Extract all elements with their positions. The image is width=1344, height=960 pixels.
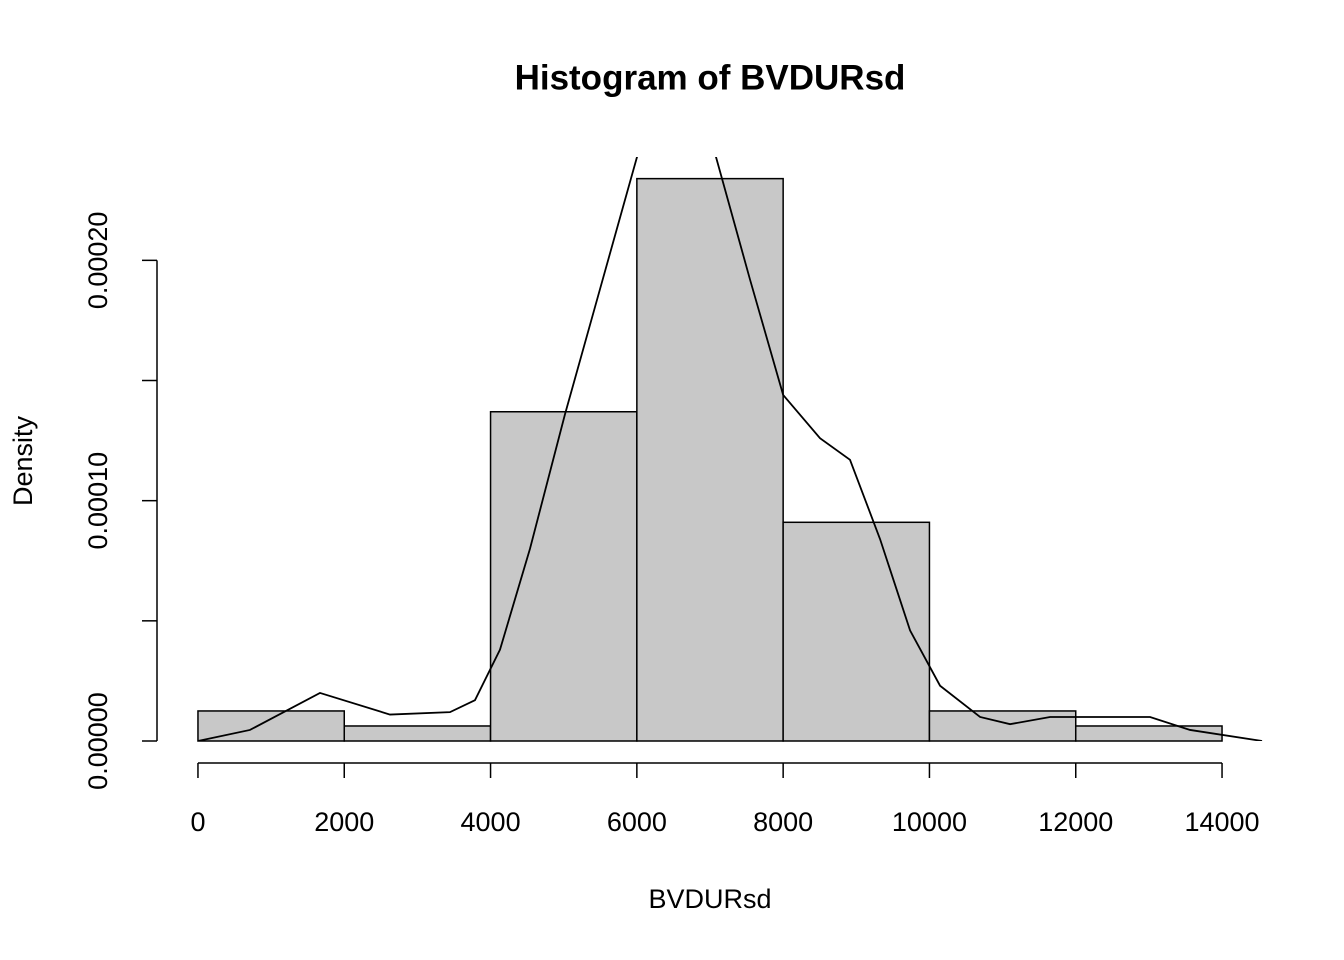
y-tick-label: 0.00020: [83, 212, 113, 310]
x-tick-label: 6000: [607, 807, 667, 837]
x-tick-label: 10000: [892, 807, 967, 837]
bar: [1074, 725, 1223, 742]
bar: [343, 725, 492, 742]
y-tick-label: 0.00000: [83, 692, 113, 790]
bar: [489, 410, 638, 742]
bar: [928, 710, 1077, 742]
x-tick-label: 14000: [1184, 807, 1259, 837]
bar: [782, 521, 931, 742]
x-tick-label: 0: [190, 807, 205, 837]
x-tick-label: 4000: [461, 807, 521, 837]
x-axis-label: BVDURsd: [648, 884, 771, 914]
chart-title: Histogram of BVDURsd: [515, 58, 906, 97]
bar: [636, 177, 784, 742]
x-tick-label: 2000: [314, 807, 374, 837]
x-tick-label: 12000: [1038, 807, 1113, 837]
x-tick-label: 8000: [753, 807, 813, 837]
y-tick-label: 0.00010: [83, 452, 113, 550]
y-axis-label: Density: [8, 415, 38, 506]
density-line: [197, 157, 1263, 741]
